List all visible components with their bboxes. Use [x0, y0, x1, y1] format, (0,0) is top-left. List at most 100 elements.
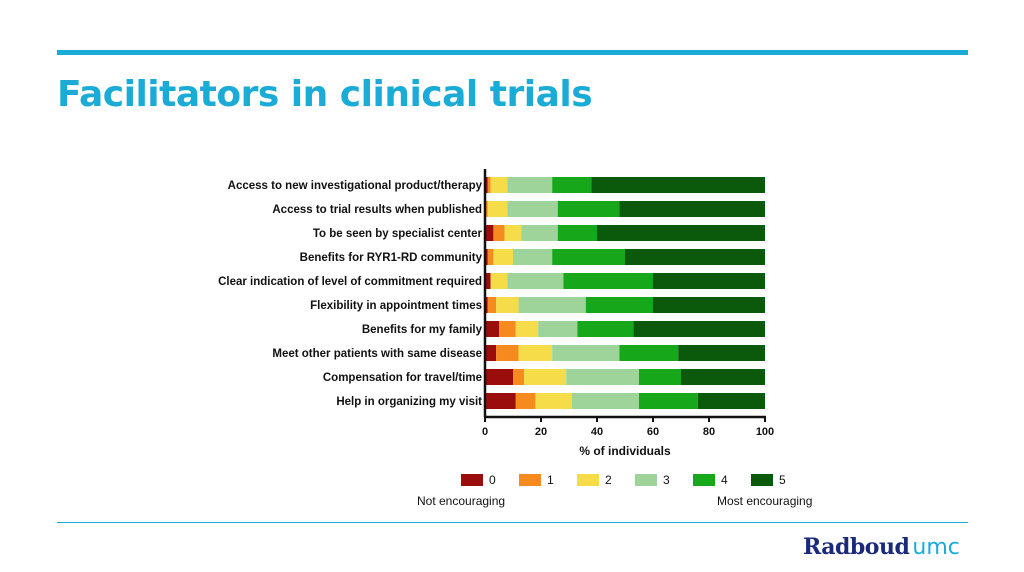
- logo-text-umc: umc: [912, 535, 960, 560]
- chart-axes: [483, 169, 766, 419]
- x-tick-label: 40: [591, 426, 603, 438]
- bar-segment-2-row-5: [496, 297, 519, 313]
- bar-segment-4-row-1: [557, 201, 620, 217]
- bar-segment-3-row-3: [513, 249, 553, 265]
- bar-segment-4-row-4: [563, 273, 653, 289]
- legend-swatch-1: [519, 474, 541, 486]
- category-label: Benefits for RYR1-RD community: [300, 252, 483, 264]
- bar-segment-5-row-9: [697, 393, 765, 409]
- bar-segment-5-row-2: [597, 225, 765, 241]
- bar-segment-3-row-4: [507, 273, 564, 289]
- bar-segment-2-row-8: [524, 369, 567, 385]
- bar-segment-0-row-5: [485, 297, 488, 313]
- bar-segment-5-row-3: [625, 249, 765, 265]
- x-tick-label: 100: [756, 426, 774, 438]
- bar-segment-2-row-9: [535, 393, 572, 409]
- bar-segment-4-row-8: [639, 369, 681, 385]
- bar-segment-4-row-6: [577, 321, 634, 337]
- bar-segment-5-row-5: [653, 297, 765, 313]
- legend-note-high: Most encouraging: [717, 494, 813, 508]
- legend-label-2: 2: [605, 473, 612, 487]
- bar-segment-1-row-8: [513, 369, 525, 385]
- bar-segment-1-row-2: [493, 225, 505, 241]
- bar-segment-4-row-0: [552, 177, 592, 193]
- bar-segment-2-row-3: [493, 249, 513, 265]
- bar-segment-3-row-5: [518, 297, 586, 313]
- bar-segment-2-row-1: [487, 201, 508, 217]
- bar-segment-4-row-7: [619, 345, 679, 361]
- bar-segment-1-row-6: [499, 321, 516, 337]
- bar-segment-5-row-7: [678, 345, 765, 361]
- legend: 0 1 2 3 4 5: [461, 473, 786, 487]
- bar-segment-1-row-7: [496, 345, 519, 361]
- logo-text-radboud: Radboud: [803, 534, 910, 560]
- category-labels: Access to new investigational product/th…: [218, 180, 483, 408]
- slide-title: Facilitators in clinical trials: [57, 74, 593, 115]
- legend-label-0: 0: [489, 473, 496, 487]
- category-label: Flexibility in appointment times: [310, 300, 482, 312]
- category-label: Compensation for travel/time: [323, 372, 482, 384]
- x-tick-label: 0: [482, 426, 488, 438]
- bar-segment-0-row-4: [485, 273, 491, 289]
- bar-segment-3-row-1: [507, 201, 558, 217]
- legend-label-4: 4: [721, 473, 728, 487]
- bar-segment-0-row-6: [485, 321, 499, 337]
- bar-segment-2-row-7: [518, 345, 553, 361]
- bar-segment-3-row-2: [521, 225, 558, 241]
- bar-segment-4-row-5: [585, 297, 653, 313]
- bar-segment-2-row-2: [504, 225, 522, 241]
- bar-segment-1-row-5: [487, 297, 497, 313]
- bar-segment-0-row-3: [485, 249, 488, 265]
- radboudumc-logo: Radboud umc: [803, 534, 960, 560]
- bar-segment-1-row-9: [515, 393, 536, 409]
- bar-segment-5-row-1: [619, 201, 765, 217]
- x-axis-title: % of individuals: [579, 444, 671, 458]
- bar-segment-4-row-2: [557, 225, 597, 241]
- category-label: Help in organizing my visit: [336, 396, 482, 408]
- bar-segment-3-row-9: [571, 393, 639, 409]
- bar-segment-3-row-0: [507, 177, 553, 193]
- bar-segment-0-row-2: [485, 225, 494, 241]
- bar-segment-1-row-1: [485, 201, 488, 217]
- bar-segment-1-row-0: [487, 177, 491, 193]
- legend-label-3: 3: [663, 473, 670, 487]
- bar-segment-1-row-3: [487, 249, 494, 265]
- legend-swatch-0: [461, 474, 483, 486]
- legend-swatch-3: [635, 474, 657, 486]
- bar-segment-3-row-8: [566, 369, 639, 385]
- category-label: Meet other patients with same disease: [272, 348, 482, 360]
- category-label: Access to new investigational product/th…: [228, 180, 483, 192]
- legend-swatch-2: [577, 474, 599, 486]
- bar-segment-2-row-0: [490, 177, 508, 193]
- bar-segment-0-row-9: [485, 393, 516, 409]
- bar-segment-4-row-9: [639, 393, 698, 409]
- x-tick-labels: 0 20 40 60 80 100: [482, 417, 774, 438]
- category-label: Clear indication of level of commitment …: [218, 276, 482, 288]
- bar-segment-5-row-4: [653, 273, 765, 289]
- bar-segment-5-row-8: [681, 369, 765, 385]
- x-tick-label: 80: [703, 426, 715, 438]
- bar-segment-2-row-4: [490, 273, 508, 289]
- category-label: To be seen by specialist center: [313, 228, 483, 240]
- bottom-accent-rule: [57, 522, 968, 523]
- top-accent-rule: [57, 50, 968, 55]
- legend-note-low: Not encouraging: [417, 494, 506, 508]
- bar-segment-0-row-8: [485, 369, 513, 385]
- x-tick-label: 60: [647, 426, 659, 438]
- bar-segment-5-row-0: [591, 177, 765, 193]
- bar-segment-5-row-6: [633, 321, 765, 337]
- bar-segment-0-row-7: [485, 345, 497, 361]
- category-label: Access to trial results when published: [272, 204, 482, 216]
- category-label: Benefits for my family: [362, 324, 483, 336]
- x-tick-label: 20: [535, 426, 547, 438]
- bar-segment-2-row-6: [515, 321, 539, 337]
- legend-swatch-5: [751, 474, 773, 486]
- bar-segment-0-row-0: [485, 177, 488, 193]
- bar-segment-3-row-6: [538, 321, 578, 337]
- bar-segment-4-row-3: [552, 249, 625, 265]
- bar-segment-3-row-7: [552, 345, 620, 361]
- legend-swatch-4: [693, 474, 715, 486]
- bar-group: [485, 177, 765, 409]
- legend-label-5: 5: [779, 473, 786, 487]
